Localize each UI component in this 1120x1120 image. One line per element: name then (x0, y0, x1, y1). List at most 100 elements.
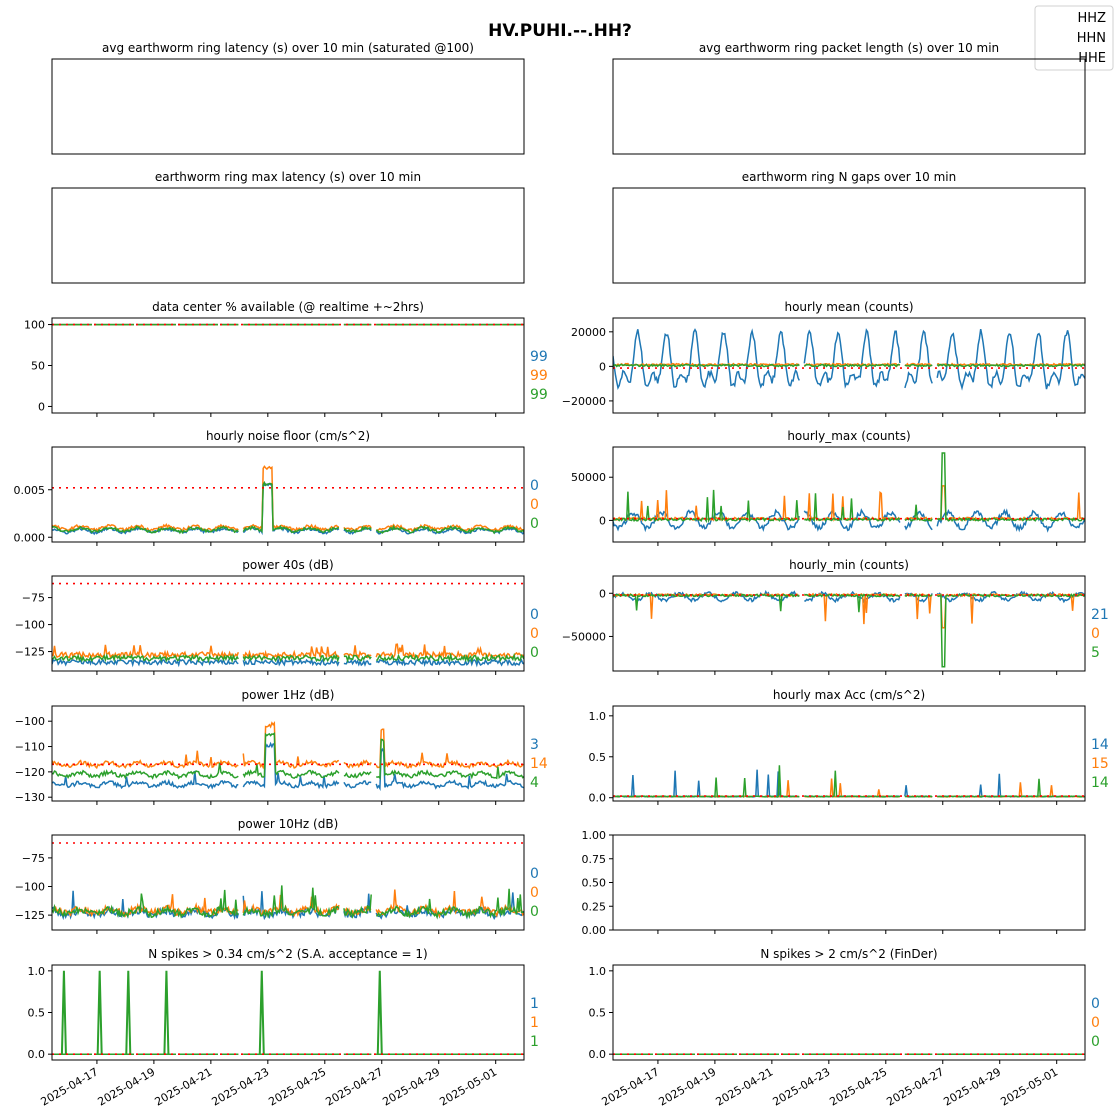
spike-mark (258, 970, 265, 1055)
x-tick-label: 2025-04-29 (941, 1065, 1003, 1108)
y-tick-label: −75 (22, 592, 45, 605)
panel-title: earthworm ring max latency (s) over 10 m… (155, 170, 421, 184)
panel-hourly-min: hourly_min (counts) 0 −50000 21 0 5 (562, 558, 1109, 675)
axes-frame (612, 187, 1086, 284)
x-tick-label: 2025-04-21 (713, 1065, 775, 1108)
axes-frame (612, 964, 1086, 1061)
y-tick-label: 1.00 (582, 829, 607, 842)
series-line-hhn (52, 889, 524, 919)
legend-entry-hhz: HHZ (1078, 11, 1107, 26)
panel-blank-axes: 1.00 0.75 0.50 0.25 0.00 (582, 829, 1086, 937)
panel-title: N spikes > 2 cm/s^2 (FinDer) (760, 947, 937, 961)
series-line-hhz (52, 656, 524, 668)
y-tick-label: −110 (15, 741, 45, 754)
panel-title: N spikes > 0.34 cm/s^2 (S.A. acceptance … (148, 947, 427, 961)
x-tick-label: 2025-04-19 (657, 1065, 719, 1108)
series-line-hhe (52, 480, 524, 535)
y-tick-label: 0.5 (28, 1007, 46, 1020)
axes-frame (612, 58, 1086, 155)
axes-frame (51, 705, 525, 802)
end-label-hhe: 14 (1091, 775, 1109, 791)
panel-avg-latency: avg earthworm ring latency (s) over 10 m… (51, 41, 525, 155)
panel-title: power 1Hz (dB) (242, 688, 335, 702)
panel-title: power 40s (dB) (242, 558, 333, 572)
y-tick-label: −125 (15, 909, 45, 922)
y-tick-label: 0.50 (582, 877, 607, 890)
legend: HHZ HHN HHE (1034, 5, 1114, 71)
panel-title: hourly max Acc (cm/s^2) (773, 688, 925, 702)
legend-box (1034, 5, 1114, 71)
plot-area (52, 970, 524, 1055)
series-line-hhn (52, 643, 524, 661)
y-tick-label: −120 (15, 766, 45, 779)
panel-power-1hz: power 1Hz (dB) −100 −110 −120 −130 3 14 4 (15, 688, 548, 805)
x-tick-label: 2025-04-27 (323, 1065, 385, 1108)
panel-title: avg earthworm ring latency (s) over 10 m… (102, 41, 474, 55)
series-line-hhz (613, 328, 1085, 391)
panel-title: hourly_max (counts) (787, 429, 910, 443)
end-label-hhe: 1 (530, 1034, 539, 1050)
end-label-hhn: 0 (1091, 626, 1100, 642)
axes-frame (612, 575, 1086, 672)
x-tick-label: 2025-04-17 (600, 1065, 662, 1108)
y-tick-label: −125 (15, 646, 45, 659)
panel-spikes-2: N spikes > 2 cm/s^2 (FinDer) 1.0 0.5 0.0 202… (589, 947, 1100, 1109)
panel-title: hourly_min (counts) (789, 558, 909, 572)
series-line-hhe (613, 592, 1085, 668)
end-label-hhe: 0 (530, 645, 539, 661)
series-line-hhn (52, 721, 524, 770)
axes-frame (51, 317, 525, 414)
y-tick-label: 0.25 (582, 900, 607, 913)
y-tick-label: 0.5 (589, 1007, 607, 1020)
spike-mark (376, 970, 383, 1055)
end-label-hhn: 15 (1091, 756, 1109, 772)
axes-frame (51, 834, 525, 931)
end-label-hhz: 3 (530, 737, 539, 753)
series-line-hhe (613, 765, 1085, 798)
spike-mark (60, 970, 67, 1055)
series-line-hhe (52, 885, 524, 920)
y-tick-label: −20000 (562, 395, 606, 408)
end-label-hhn: 1 (530, 1015, 539, 1031)
x-tick-label: 2025-04-21 (152, 1065, 214, 1108)
y-tick-label: 0.5 (589, 751, 607, 764)
series-line-hhn (613, 778, 1085, 798)
y-tick-label: 20000 (571, 326, 606, 339)
panel-noise-floor: hourly noise floor (cm/s^2) 0.005 0.000 0 0 0 (14, 429, 539, 546)
legend-entry-hhn: HHN (1077, 31, 1106, 46)
end-label-hhn: 99 (530, 368, 548, 384)
x-tick-label: 2025-04-23 (209, 1065, 271, 1108)
end-label-hhe: 0 (530, 904, 539, 920)
y-tick-label: 0 (38, 400, 45, 413)
panel-hourly-max: hourly_max (counts) 50000 0 (571, 429, 1086, 546)
plot-area (52, 842, 524, 921)
panel-hourly-mean: hourly mean (counts) 20000 0 −20000 (562, 300, 1086, 417)
series-line-hhn (613, 485, 1085, 523)
y-tick-label: −50000 (562, 630, 606, 643)
x-tick-label: 2025-04-25 (266, 1065, 328, 1108)
x-tick-label: 2025-04-27 (884, 1065, 946, 1108)
axes-frame (612, 446, 1086, 543)
x-tick-label: 2025-04-19 (96, 1065, 158, 1108)
end-label-hhe: 0 (530, 516, 539, 532)
panel-avg-packet-length: avg earthworm ring packet length (s) ove… (612, 41, 1086, 155)
spike-mark (96, 970, 103, 1055)
end-label-hhz: 0 (530, 607, 539, 623)
plot-area (613, 452, 1085, 533)
end-label-hhn: 14 (530, 756, 548, 772)
axes-frame (612, 317, 1086, 414)
x-tick-label: 2025-04-17 (39, 1065, 101, 1108)
end-label-hhe: 5 (1091, 645, 1100, 661)
axes-frame (51, 187, 525, 284)
axes-frame (51, 446, 525, 543)
series-line-hhz (613, 508, 1085, 533)
panel-max-latency: earthworm ring max latency (s) over 10 m… (51, 170, 525, 284)
end-label-hhz: 14 (1091, 737, 1109, 753)
spike-mark (125, 970, 132, 1055)
end-label-hhn: 0 (530, 885, 539, 901)
end-label-hhe: 4 (530, 775, 539, 791)
series-line-hhz (613, 769, 1085, 798)
y-tick-label: 0.005 (14, 484, 46, 497)
y-tick-label: −100 (15, 715, 45, 728)
